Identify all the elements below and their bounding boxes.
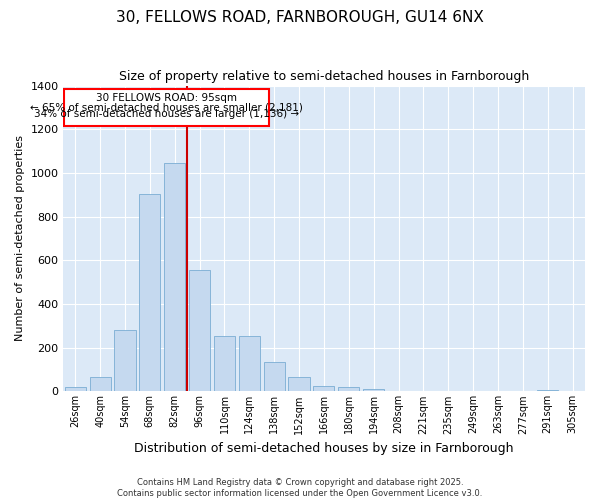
Bar bbox=[139, 194, 160, 392]
Text: 34% of semi-detached houses are larger (1,136) →: 34% of semi-detached houses are larger (… bbox=[34, 109, 299, 119]
Bar bbox=[115, 330, 136, 392]
Bar bbox=[89, 377, 111, 392]
Bar bbox=[164, 163, 185, 392]
Title: Size of property relative to semi-detached houses in Farnborough: Size of property relative to semi-detach… bbox=[119, 70, 529, 83]
Text: 30, FELLOWS ROAD, FARNBOROUGH, GU14 6NX: 30, FELLOWS ROAD, FARNBOROUGH, GU14 6NX bbox=[116, 10, 484, 25]
Bar bbox=[537, 390, 558, 392]
Bar bbox=[338, 387, 359, 392]
X-axis label: Distribution of semi-detached houses by size in Farnborough: Distribution of semi-detached houses by … bbox=[134, 442, 514, 455]
Bar bbox=[189, 270, 210, 392]
Text: ← 65% of semi-detached houses are smaller (2,181): ← 65% of semi-detached houses are smalle… bbox=[30, 102, 303, 113]
Bar bbox=[65, 387, 86, 392]
Bar bbox=[289, 377, 310, 392]
Bar bbox=[363, 389, 384, 392]
Bar bbox=[214, 336, 235, 392]
Bar bbox=[313, 386, 334, 392]
Bar bbox=[239, 336, 260, 392]
Text: Contains HM Land Registry data © Crown copyright and database right 2025.
Contai: Contains HM Land Registry data © Crown c… bbox=[118, 478, 482, 498]
Y-axis label: Number of semi-detached properties: Number of semi-detached properties bbox=[15, 136, 25, 342]
Bar bbox=[64, 89, 269, 126]
Text: 30 FELLOWS ROAD: 95sqm: 30 FELLOWS ROAD: 95sqm bbox=[96, 93, 237, 103]
Bar bbox=[263, 362, 285, 392]
